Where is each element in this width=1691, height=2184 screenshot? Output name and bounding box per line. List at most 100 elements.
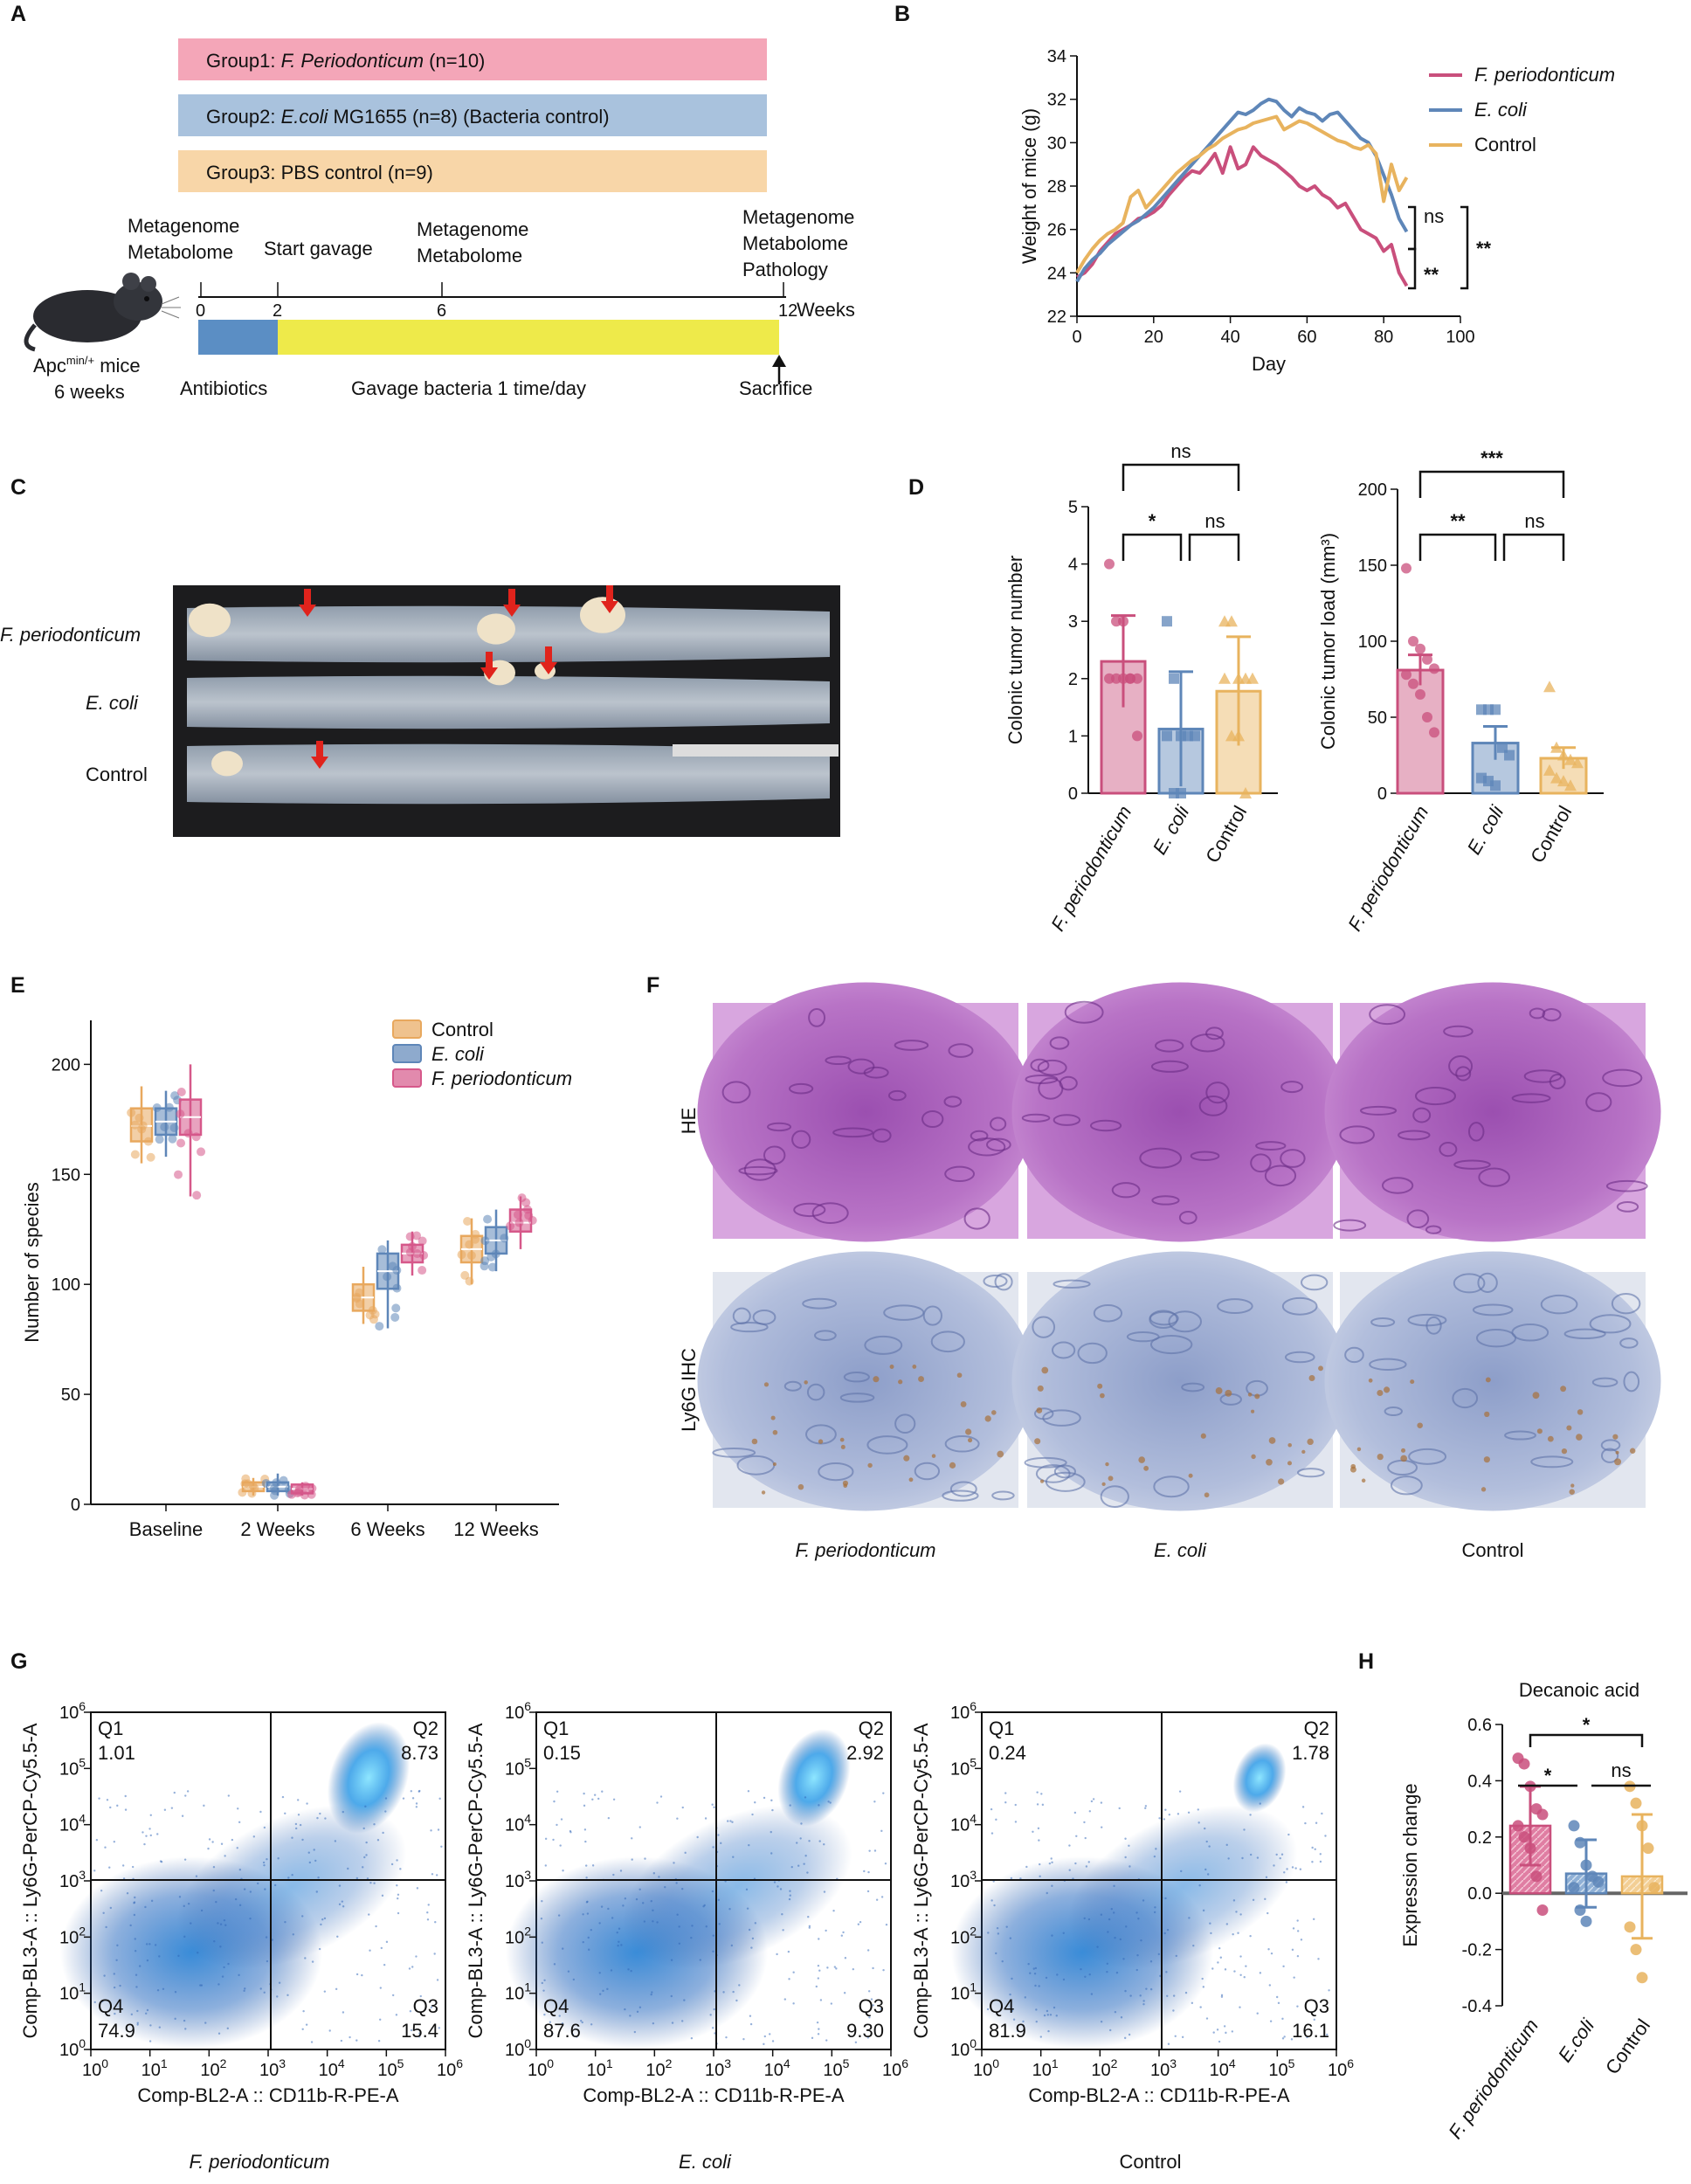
gland-texture [1064,1000,1104,1024]
bracket-1-3 [1418,470,1565,498]
event-dot [1267,1948,1270,1951]
event-dot [163,1808,167,1811]
event-dot [771,2040,775,2042]
ihc-stain-dot [1410,1379,1415,1385]
event-dot [149,2024,152,2027]
event-dot [1025,1865,1028,1869]
event-dot [585,1876,588,1879]
event-dot [792,2002,795,2005]
event-dot [93,2001,96,2004]
label-gavage: Gavage bacteria 1 time/day [351,377,586,399]
ihc-stain-dot [770,1415,776,1420]
antibiotics-bar [198,320,278,355]
panel-b-label: B [894,2,910,26]
event-dot [799,1837,802,1840]
q3-value: 15.4 [401,2020,438,2042]
event-dot [141,1831,144,1834]
gland-texture [1453,1273,1486,1294]
data-point [1422,712,1432,722]
event-dot [1164,1897,1167,1900]
event-dot [287,1876,290,1879]
event-dot [884,1863,887,1865]
event-dot [342,2011,345,2014]
event-dot [808,1926,811,1929]
event-dot [384,1797,388,1800]
event-dot [611,1917,614,1919]
event-dot [113,1841,116,1843]
q1-label: Q1 [989,1717,1014,1739]
event-dot [183,1858,187,1861]
event-dot [591,1798,594,1800]
event-dot [174,1990,177,1994]
event-dot [129,1924,132,1927]
event-dot [843,1992,846,1994]
event-dot [292,1933,294,1936]
event-dot [619,1870,623,1872]
gland-texture [1198,1095,1228,1116]
event-dot [817,2033,820,2035]
x-tick-base: 10 [1268,2061,1287,2080]
event-dot [1159,1974,1162,1978]
event-dot [1199,2006,1202,2008]
gland-texture [1390,1476,1423,1496]
gland-texture [808,1007,826,1027]
gland-texture [1034,1407,1054,1420]
ihc-stain-dot [873,1376,880,1383]
event-dot [553,1963,556,1966]
mouse-line2: 6 weeks [54,381,125,403]
event-dot [1122,1958,1125,1960]
event-dot [1037,1827,1040,1830]
x-tick-label: 106 [1328,2056,1354,2080]
gland-texture [864,1335,903,1355]
ihc-stain-dot [1251,1454,1256,1460]
event-dot [317,1876,320,1879]
event-dot [1291,1948,1294,1952]
event-dot [284,1920,286,1924]
q3-label: Q3 [413,1995,438,2017]
timeline-tick-label: 0 [196,301,205,321]
x-tick-exp: 2 [220,2056,227,2070]
ihc-stain-dot [1377,1453,1384,1461]
event-dot [1113,1884,1115,1888]
event-dot [1106,1970,1108,1973]
event-dot [1324,1835,1327,1837]
event-dot [1083,1917,1086,1920]
event-dot [867,1990,871,1993]
event-dot [335,1987,338,1991]
event-dot [1209,1922,1211,1925]
event-dot [220,1842,224,1845]
data-point [1401,669,1411,681]
event-dot [291,1874,293,1876]
x-tick-label: 102 [200,2056,226,2080]
event-dot [673,1862,675,1864]
sig-1-2: * [1544,1765,1552,1787]
event-dot [601,1790,604,1793]
jitter-point [466,1251,476,1261]
event-dot [1120,2016,1123,2019]
event-dot [773,1881,776,1883]
gland-texture [1051,1341,1076,1359]
gland-texture [1181,1382,1205,1393]
event-dot [1142,2000,1145,2002]
event-dot [145,1835,148,1837]
gland-texture [1585,1092,1612,1112]
group-bar-2 [178,94,767,136]
data-point [1176,788,1186,798]
ihc-stain-dot [818,1439,824,1444]
y-tick-exp: 6 [79,1699,86,1713]
event-dot [1283,1871,1286,1874]
x-tick-base: 10 [882,2061,901,2080]
event-dot [731,1821,734,1823]
event-dot [541,1981,544,1985]
event-dot [264,1888,266,1890]
x-tick-label: 106 [437,2056,463,2080]
gland-texture [832,1127,873,1138]
y-tick-label: 104 [59,1812,86,1835]
event-dot [156,1833,159,1835]
data-point [1490,780,1501,791]
event-dot [1296,1930,1300,1932]
y-tick-base: 10 [59,1704,79,1723]
data-point [1636,1972,1648,1984]
gland-texture [1281,1296,1318,1316]
x-category-label: E.coli [1554,2015,1599,2066]
